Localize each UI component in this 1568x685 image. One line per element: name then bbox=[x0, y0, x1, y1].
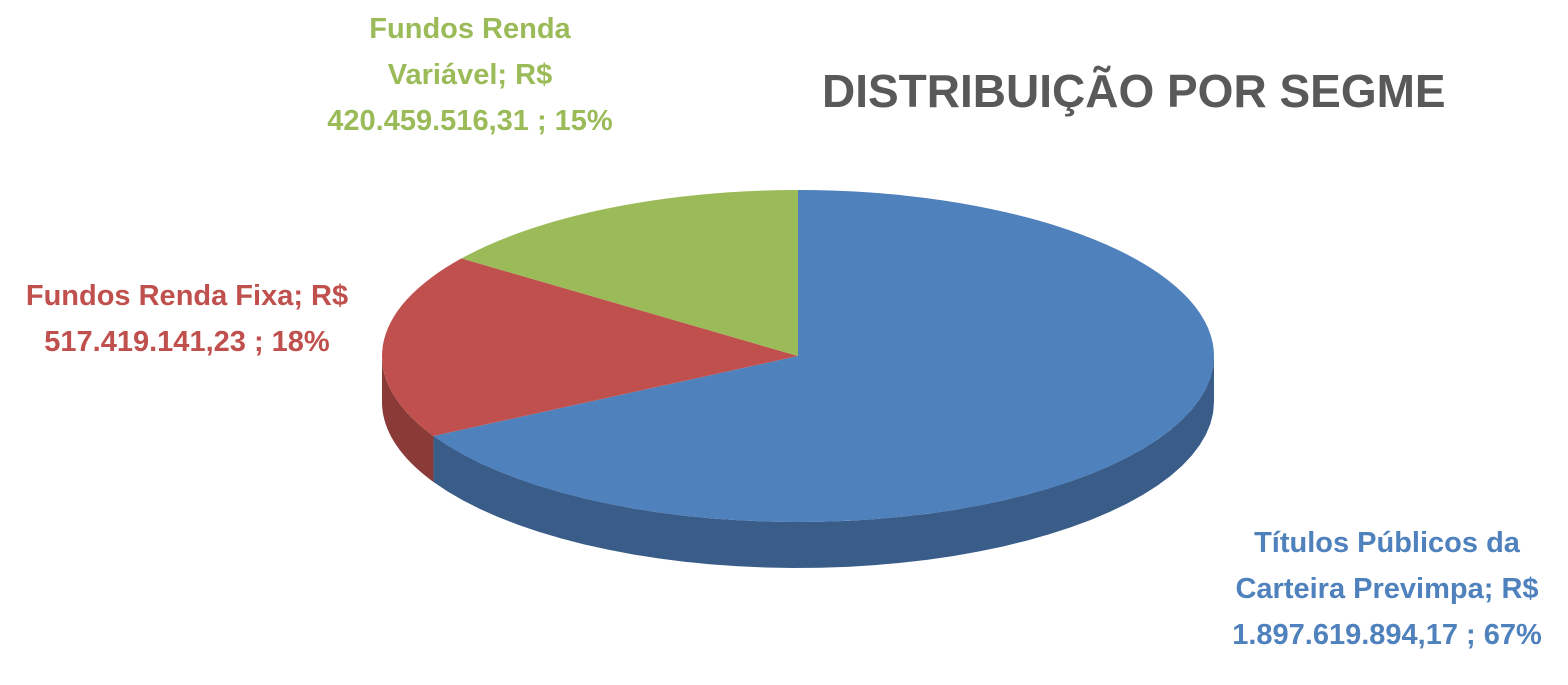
slice-side bbox=[433, 356, 1214, 568]
chart-title: DISTRIBUIÇÃO POR SEGME bbox=[822, 65, 1446, 117]
slice-side bbox=[382, 356, 434, 482]
slice bbox=[433, 190, 1215, 522]
slice bbox=[461, 190, 798, 356]
slice bbox=[382, 258, 798, 436]
data-label: Fundos Renda Fixa; R$ 517.419.141,23 ; 1… bbox=[25, 280, 349, 358]
data-label: Títulos Públicos da Carteira Previmpa; R… bbox=[1232, 527, 1542, 651]
data-label: Fundos Renda Variável; R$ 420.459.516,31… bbox=[327, 13, 613, 137]
